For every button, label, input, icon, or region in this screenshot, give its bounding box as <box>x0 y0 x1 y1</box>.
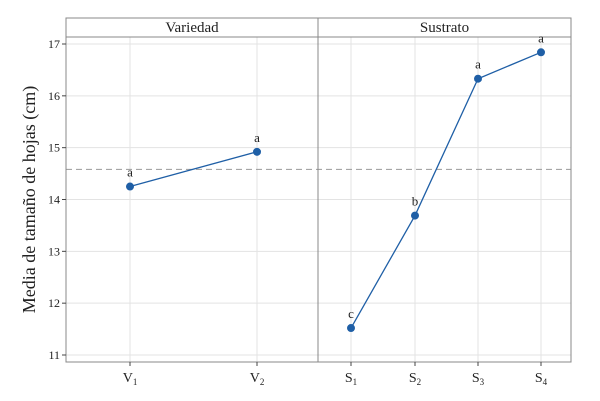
data-point <box>537 48 545 57</box>
x-tick-label: V2 <box>250 371 265 387</box>
data-point <box>126 182 134 191</box>
y-tick-label: 12 <box>48 296 60 310</box>
data-point <box>253 147 261 156</box>
y-tick-label: 16 <box>48 89 60 103</box>
x-tick-label: S1 <box>345 371 357 387</box>
significance-letter: a <box>127 165 133 180</box>
y-tick-label: 11 <box>48 348 60 362</box>
significance-letter: b <box>412 194 419 209</box>
y-tick-label: 15 <box>48 141 60 155</box>
y-tick-label: 14 <box>48 193 60 207</box>
y-tick-label: 13 <box>48 244 60 258</box>
panel-title: Sustrato <box>420 20 469 36</box>
x-tick-label: S4 <box>535 371 548 387</box>
significance-letter: a <box>254 130 260 145</box>
data-point <box>411 211 419 220</box>
data-point <box>474 74 482 83</box>
y-tick-label: 17 <box>48 37 60 51</box>
significance-letter: a <box>475 57 481 72</box>
significance-letter: a <box>538 30 544 45</box>
panel-title: Variedad <box>165 20 219 36</box>
y-axis-title: Media de tamaño de hojas (cm) <box>19 86 40 313</box>
data-point <box>347 324 355 333</box>
x-tick-label: S2 <box>409 371 421 387</box>
series-line <box>350 51 542 329</box>
x-tick-label: S3 <box>472 371 485 387</box>
x-tick-label: V1 <box>123 371 138 387</box>
series-line <box>129 151 258 188</box>
significance-letter: c <box>348 306 354 321</box>
